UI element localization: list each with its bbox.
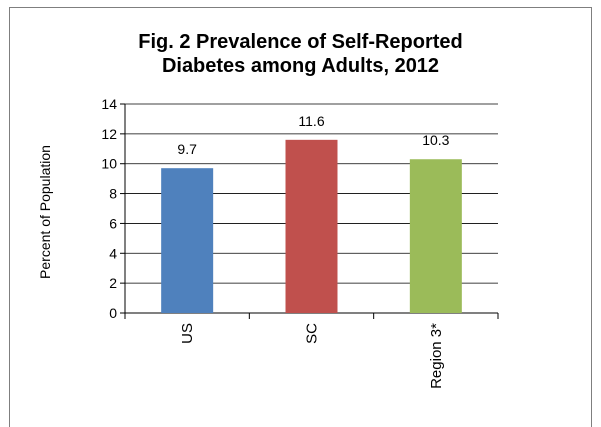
y-tick-label-3: 6 [109,215,117,231]
y-tick-label-4: 8 [109,186,117,202]
x-category-label-0: US [179,323,196,344]
data-label-0: 9.7 [177,141,197,157]
bar-region-3 [409,159,462,313]
chart-title-line-1: Fig. 2 Prevalence of Self-Reported [138,31,463,53]
y-tick-label-7: 14 [101,96,117,112]
y-tick-label-1: 2 [109,275,117,291]
bar-sc [285,139,338,313]
y-tick-label-6: 12 [101,126,117,142]
data-label-2: 10.3 [422,132,449,148]
x-category-label-1: SC [304,323,321,344]
y-tick-label-0: 0 [109,305,117,321]
y-tick-label-2: 4 [109,245,117,261]
chart-title-line-2: Diabetes among Adults, 2012 [161,55,440,77]
x-category-label-2: Region 3* [428,323,445,389]
y-tick-label-5: 10 [101,156,117,172]
data-label-1: 11.6 [298,113,324,129]
chart-title: Fig. 2 Prevalence of Self-Reported Diabe… [0,30,601,78]
bar-us [161,168,214,313]
